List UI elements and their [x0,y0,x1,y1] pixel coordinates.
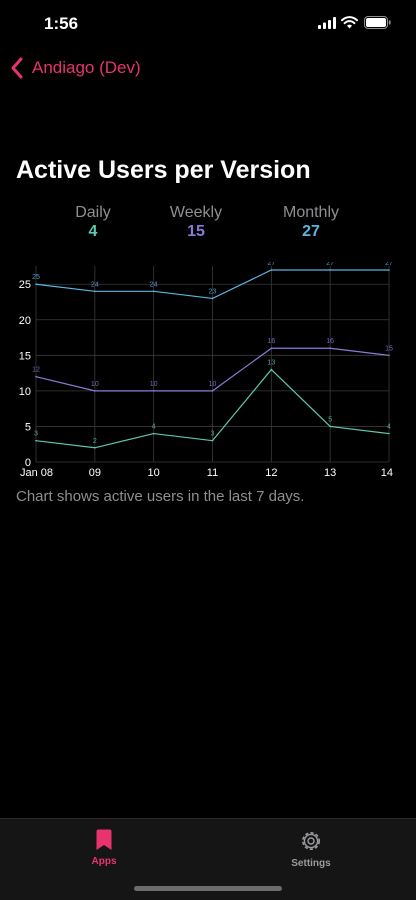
data-point [211,439,214,442]
data-point [152,290,155,293]
battery-icon [364,16,391,29]
data-label: 10 [150,381,158,388]
gear-icon [302,832,320,850]
wifi-icon [341,16,358,29]
page-title: Active Users per Version [16,156,311,184]
data-label: 24 [150,281,158,288]
x-tick-label: 10 [148,467,160,479]
data-point [35,439,37,442]
y-tick-label: 25 [19,279,31,291]
data-point [35,375,37,378]
data-label: 3 [34,431,38,438]
stat-weekly-value: 15 [187,223,205,240]
data-label: 15 [385,345,393,352]
data-point [388,354,390,357]
data-label: 27 [267,262,275,267]
data-label: 3 [211,431,215,438]
x-tick-label: 13 [324,467,336,479]
data-point [211,297,214,300]
bookmark-icon [96,829,112,850]
status-bar: 1:56 [0,0,416,46]
back-button-label: Andiago (Dev) [32,58,141,77]
stat-monthly-value: 27 [302,223,320,240]
tab-apps-label: Apps [91,856,117,867]
tab-apps[interactable]: Apps [49,829,159,867]
stat-daily-value: 4 [88,223,98,240]
data-label: 25 [32,274,40,281]
data-point [152,390,155,392]
data-point [94,390,96,392]
data-label: 4 [152,424,156,431]
y-tick-label: 20 [19,315,31,327]
data-label: 24 [91,281,99,288]
chart-caption: Chart shows active users in the last 7 d… [16,488,305,505]
stat-weekly-label: Weekly [169,204,223,221]
x-tick-label: 14 [381,467,393,479]
y-tick-label: 10 [19,386,31,398]
data-point [94,446,96,449]
data-label: 2 [93,438,97,445]
x-tick-label: Jan 08 [20,467,53,479]
data-point [270,269,273,271]
data-point [270,368,273,371]
data-label: 10 [91,381,99,388]
data-point [94,290,96,293]
y-tick-label: 0 [25,457,31,469]
x-tick-label: 09 [89,467,101,479]
data-point [270,347,273,350]
data-point [211,390,214,392]
data-label: 4 [387,424,391,431]
data-label: 12 [32,367,40,374]
data-point [329,269,331,271]
stat-daily-label: Daily [75,204,111,221]
status-time: 1:56 [44,14,79,33]
stat-weekly: Weekly 15 [136,204,256,241]
y-tick-label: 5 [25,421,31,433]
data-point [35,283,37,286]
data-label: 13 [267,360,275,367]
data-label: 10 [209,381,217,388]
data-label: 27 [385,262,393,267]
data-label: 16 [326,338,334,345]
stat-daily: Daily 4 [33,204,153,241]
data-point [388,432,390,435]
chevron-left-icon [11,57,23,79]
data-label: 23 [209,288,217,295]
signal-icon [318,17,336,29]
data-point [152,432,155,435]
y-tick-label: 15 [19,350,31,362]
home-indicator [134,886,282,891]
data-point [329,425,331,428]
data-label: 16 [267,338,275,345]
stat-monthly: Monthly 27 [251,204,371,241]
back-button[interactable]: Andiago (Dev) [10,55,141,81]
x-tick-label: 11 [207,467,218,479]
x-tick-label: 12 [265,467,277,479]
stat-monthly-label: Monthly [282,204,340,221]
data-label: 27 [326,262,334,267]
data-label: 5 [328,416,332,423]
tab-settings[interactable]: Settings [256,829,366,869]
tab-settings-label: Settings [291,858,331,869]
data-point [388,269,390,271]
data-point [329,347,331,350]
